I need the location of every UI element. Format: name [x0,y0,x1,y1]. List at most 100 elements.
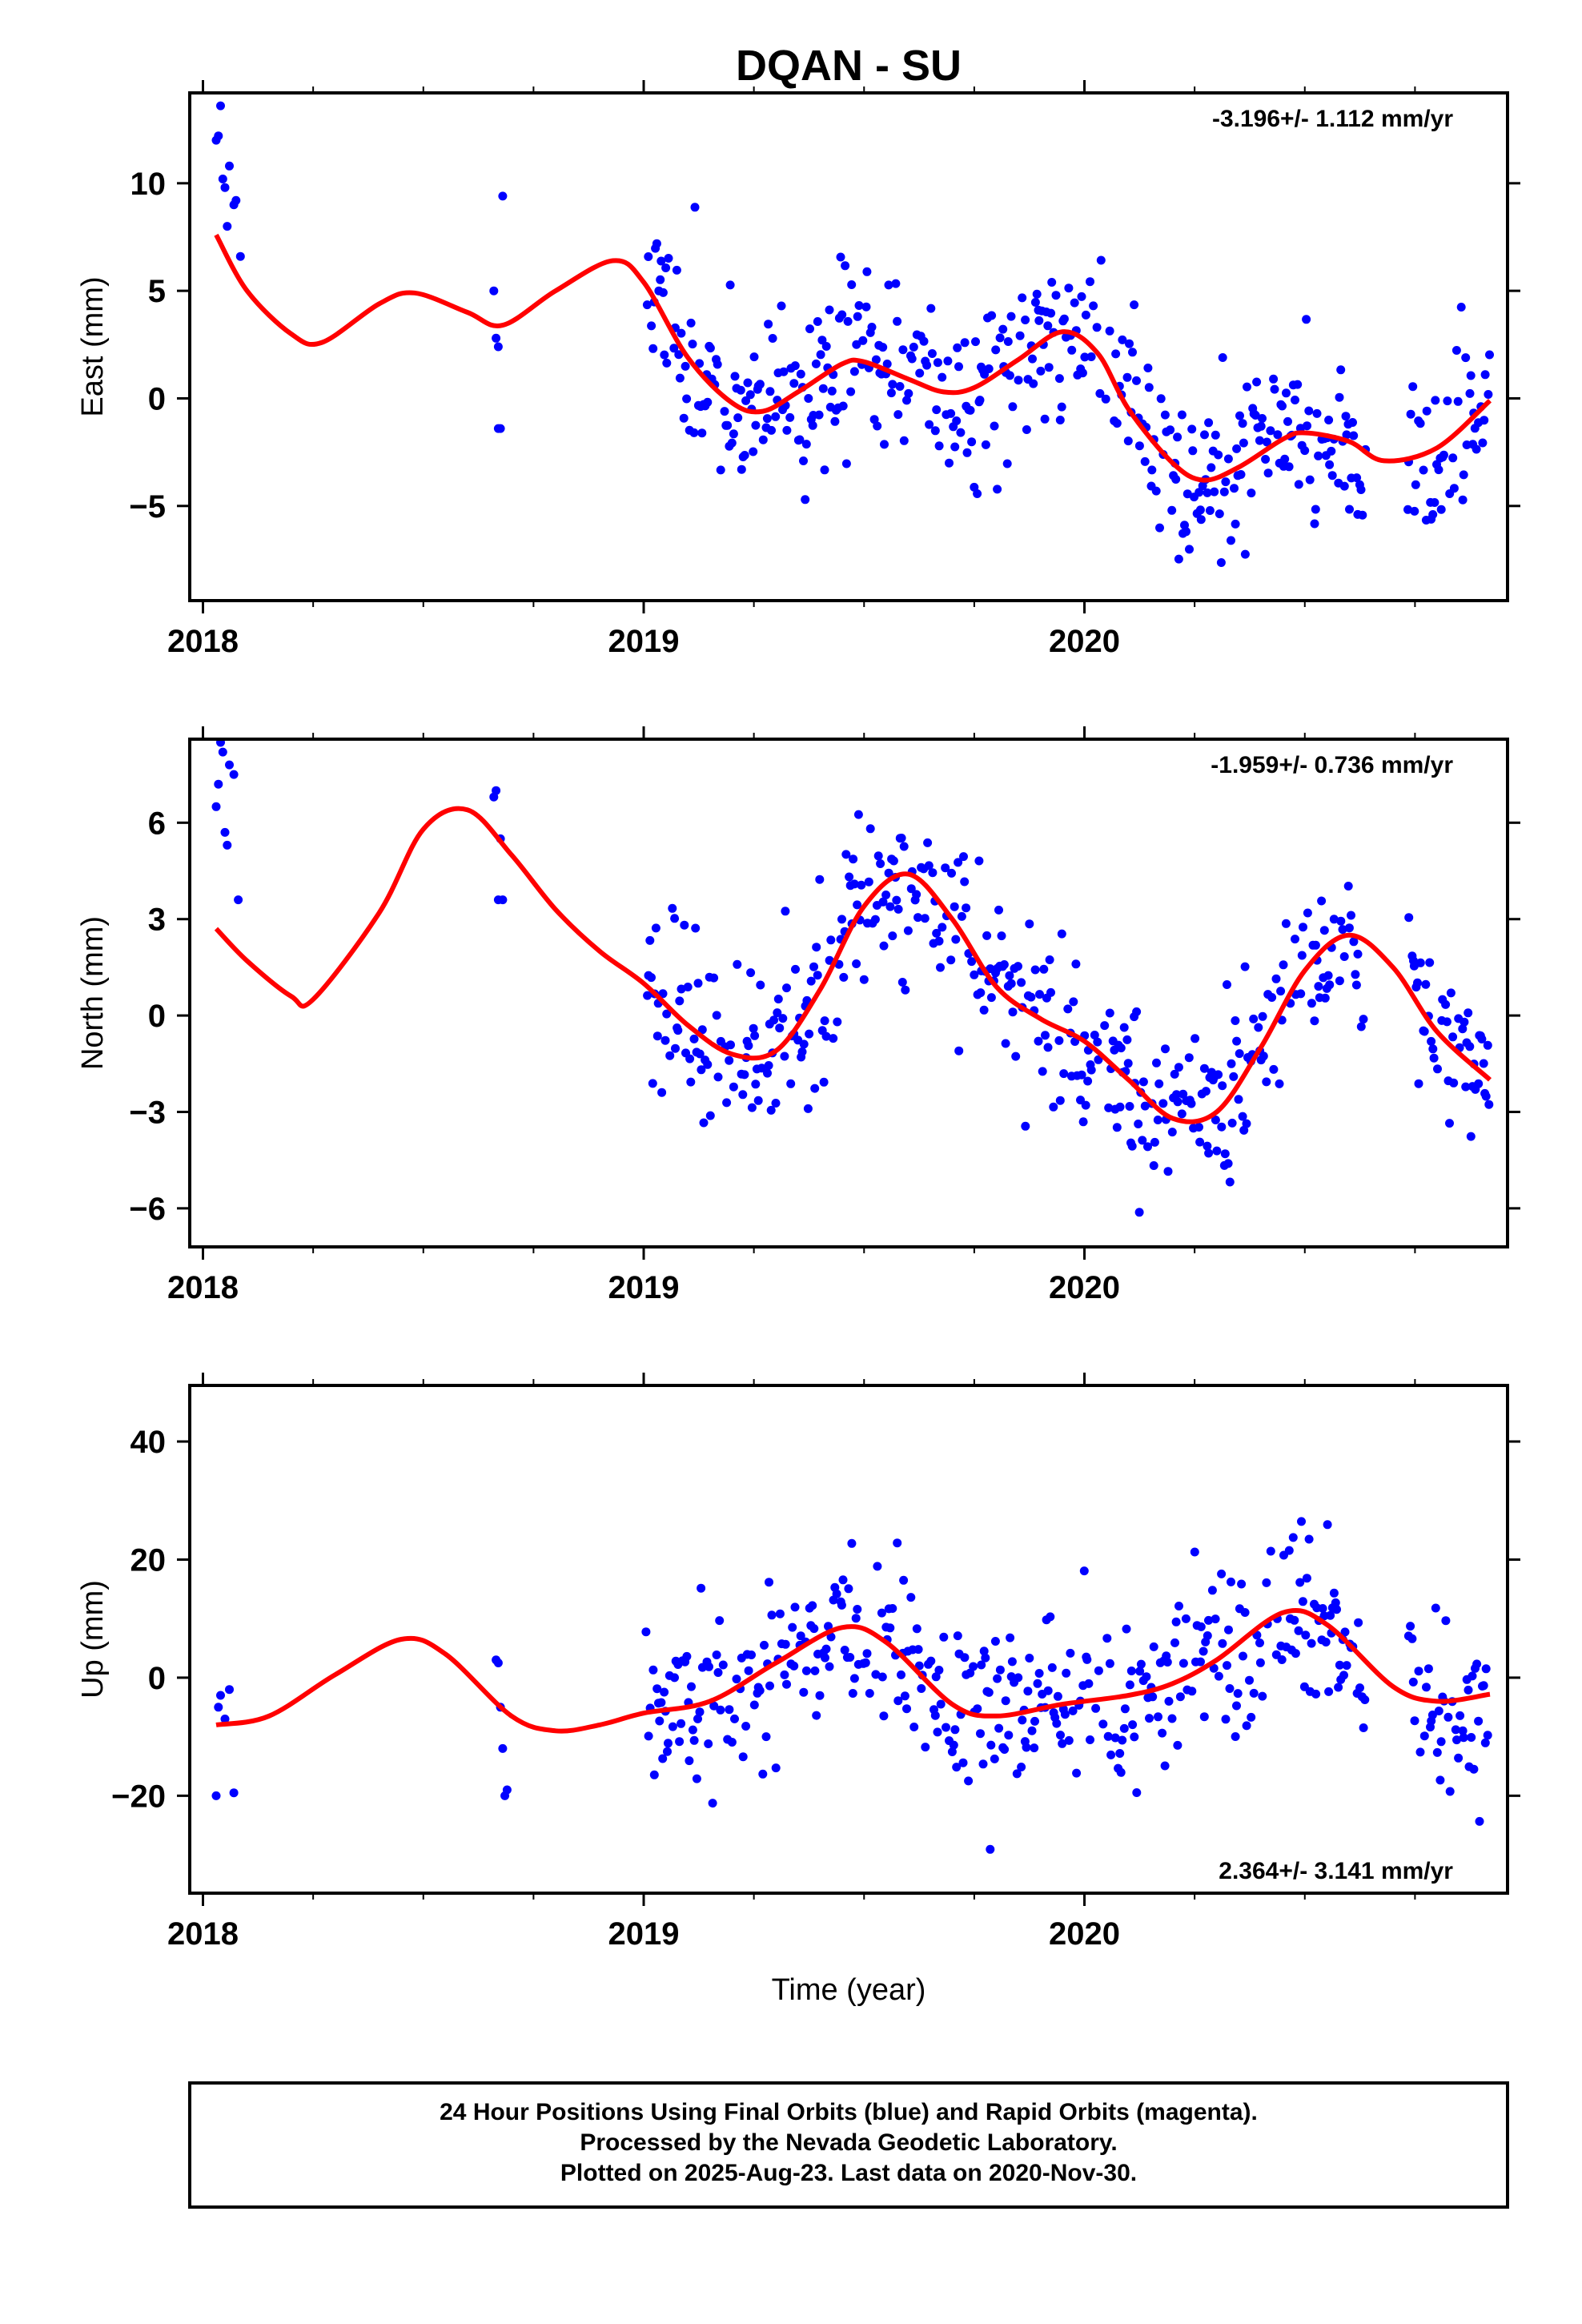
data-point [1105,1659,1114,1668]
data-point [815,875,825,884]
data-point [722,1098,732,1108]
data-point [864,877,873,887]
data-point [939,1632,949,1642]
data-point [1338,925,1347,935]
data-point [716,1705,725,1715]
data-point [967,957,977,967]
data-point [976,1729,985,1739]
data-point [936,963,945,972]
data-point [688,1725,697,1735]
data-point [966,405,975,415]
data-point [1130,300,1139,310]
data-point [1096,255,1106,265]
data-point [1291,1649,1300,1659]
data-point [1307,1638,1316,1648]
data-point [771,1099,781,1108]
data-point [1239,1125,1249,1135]
data-point [664,254,673,263]
data-point [1154,1079,1164,1088]
data-point [1280,454,1290,464]
data-point [1217,1569,1227,1578]
data-point [1187,1687,1197,1696]
data-point [1029,379,1038,388]
x-tick-label: 2018 [167,1916,239,1952]
data-point [888,380,897,389]
data-point [900,1691,909,1701]
data-point [837,915,846,924]
data-point [1182,527,1191,537]
data-point [1130,1732,1139,1742]
data-point [498,1743,508,1753]
data-point [1186,1099,1196,1108]
data-point [1354,1618,1363,1627]
data-point [1227,1059,1236,1068]
data-point [1177,410,1186,420]
data-point [1069,997,1078,1007]
data-point [808,420,817,430]
data-point [660,1687,669,1697]
data-point [1323,1520,1332,1530]
data-point [813,971,822,980]
data-point [984,1687,994,1697]
data-point [1414,1667,1423,1676]
data-point [1171,475,1181,484]
data-point [1077,1070,1086,1080]
data-point [758,435,768,444]
data-point [777,301,786,311]
data-point [1017,978,1026,987]
data-point [1483,1040,1492,1050]
data-point [725,280,735,290]
data-point [1276,987,1286,996]
data-point [229,1788,239,1798]
data-point [1025,1654,1034,1663]
data-point [1216,558,1226,567]
data-point [234,895,243,905]
data-point [1140,1101,1150,1111]
data-point [984,364,994,373]
data-point [741,1722,751,1731]
data-point [954,362,963,372]
data-point [1262,1077,1271,1087]
data-point [1339,1671,1348,1680]
data-point [1056,1731,1065,1740]
data-point [697,1065,706,1075]
x-tick-label: 2018 [167,624,239,659]
caption-line-3: Plotted on 2025-Aug-23. Last data on 202… [560,2160,1137,2186]
data-point [1344,923,1354,933]
data-point [780,1051,789,1061]
data-point [879,941,889,951]
data-point [1404,913,1414,923]
data-point [969,1662,978,1671]
data-point [933,358,942,368]
data-point [672,265,681,275]
data-point [876,859,885,868]
data-point [1005,371,1014,380]
data-point [1415,419,1425,428]
data-point [1353,949,1363,959]
data-point [950,902,959,911]
data-point [808,1601,817,1610]
data-point [1422,1683,1431,1692]
panel-north-points [211,739,1494,1217]
y-tick-label: −20 [111,1779,166,1814]
data-point [1478,438,1488,448]
data-point [1154,1712,1162,1722]
data-point [849,854,858,864]
data-point [652,1031,662,1041]
data-point [695,1707,705,1717]
data-point [1030,1743,1039,1753]
panel-up-rate: 2.364+/- 3.141 mm/yr [1219,1858,1453,1884]
data-point [915,368,925,378]
data-point [857,880,866,890]
data-point [986,1844,995,1854]
data-point [938,923,947,932]
data-point [945,458,954,468]
data-point [1435,1775,1445,1785]
data-point [928,868,938,878]
data-point [923,838,933,847]
data-point [223,840,232,850]
data-point [871,355,881,364]
data-point [854,301,864,310]
data-point [1122,1624,1131,1634]
data-point [1102,1634,1112,1643]
